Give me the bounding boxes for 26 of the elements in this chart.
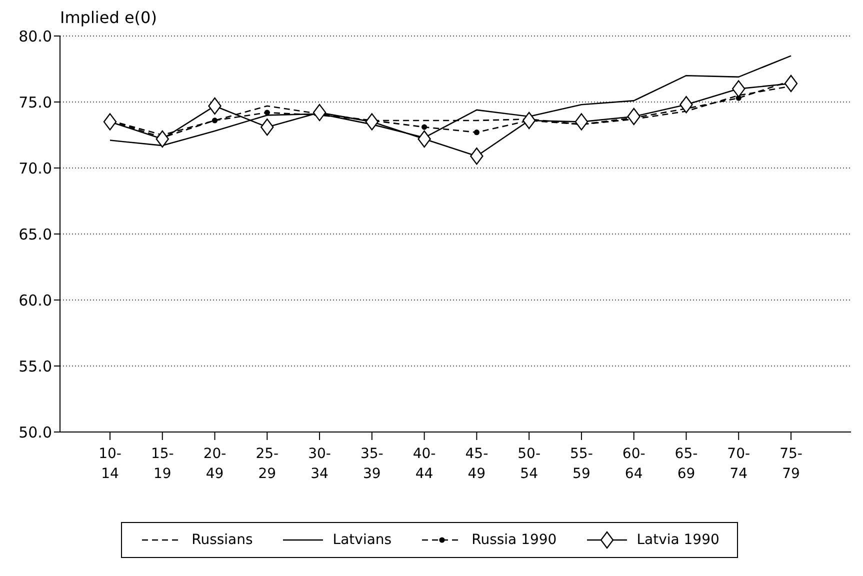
- x-tick-label: 40-44: [412, 446, 436, 482]
- x-tick-label: 75-79: [780, 446, 802, 482]
- y-tick-label: 55.0: [18, 357, 52, 376]
- y-tick-label: 65.0: [18, 225, 52, 244]
- y-tick-label: 80.0: [18, 27, 52, 46]
- x-tick-label: 60-64: [622, 446, 646, 482]
- x-tick-label: 70-74: [727, 446, 750, 482]
- x-tick-label: 15-19: [150, 446, 174, 482]
- y-tick-label: 60.0: [18, 291, 52, 310]
- x-tick-label: 35-39: [360, 446, 384, 482]
- x-tick-label: 20-49: [203, 446, 226, 482]
- y-tick-label: 70.0: [18, 159, 52, 178]
- x-tick-label: 10-14: [98, 446, 122, 482]
- y-tick-label: 75.0: [18, 93, 52, 112]
- y-tick-label: 50.0: [18, 423, 52, 442]
- y-axis-title: Implied e(0): [60, 8, 157, 27]
- x-tick-label: 55-59: [570, 446, 593, 482]
- x-tick-label: 25-29: [256, 446, 279, 482]
- x-tick-label: 50-54: [518, 446, 541, 482]
- legend-label: Latvia 1990: [636, 532, 720, 548]
- legend-label: Latvians: [332, 532, 392, 548]
- x-tick-label: 30-34: [308, 446, 331, 482]
- x-tick-label: 65-69: [674, 446, 698, 482]
- x-tick-label: 45-49: [465, 446, 488, 482]
- legend-label: Russia 1990: [472, 532, 557, 548]
- legend-label: Russians: [192, 532, 253, 548]
